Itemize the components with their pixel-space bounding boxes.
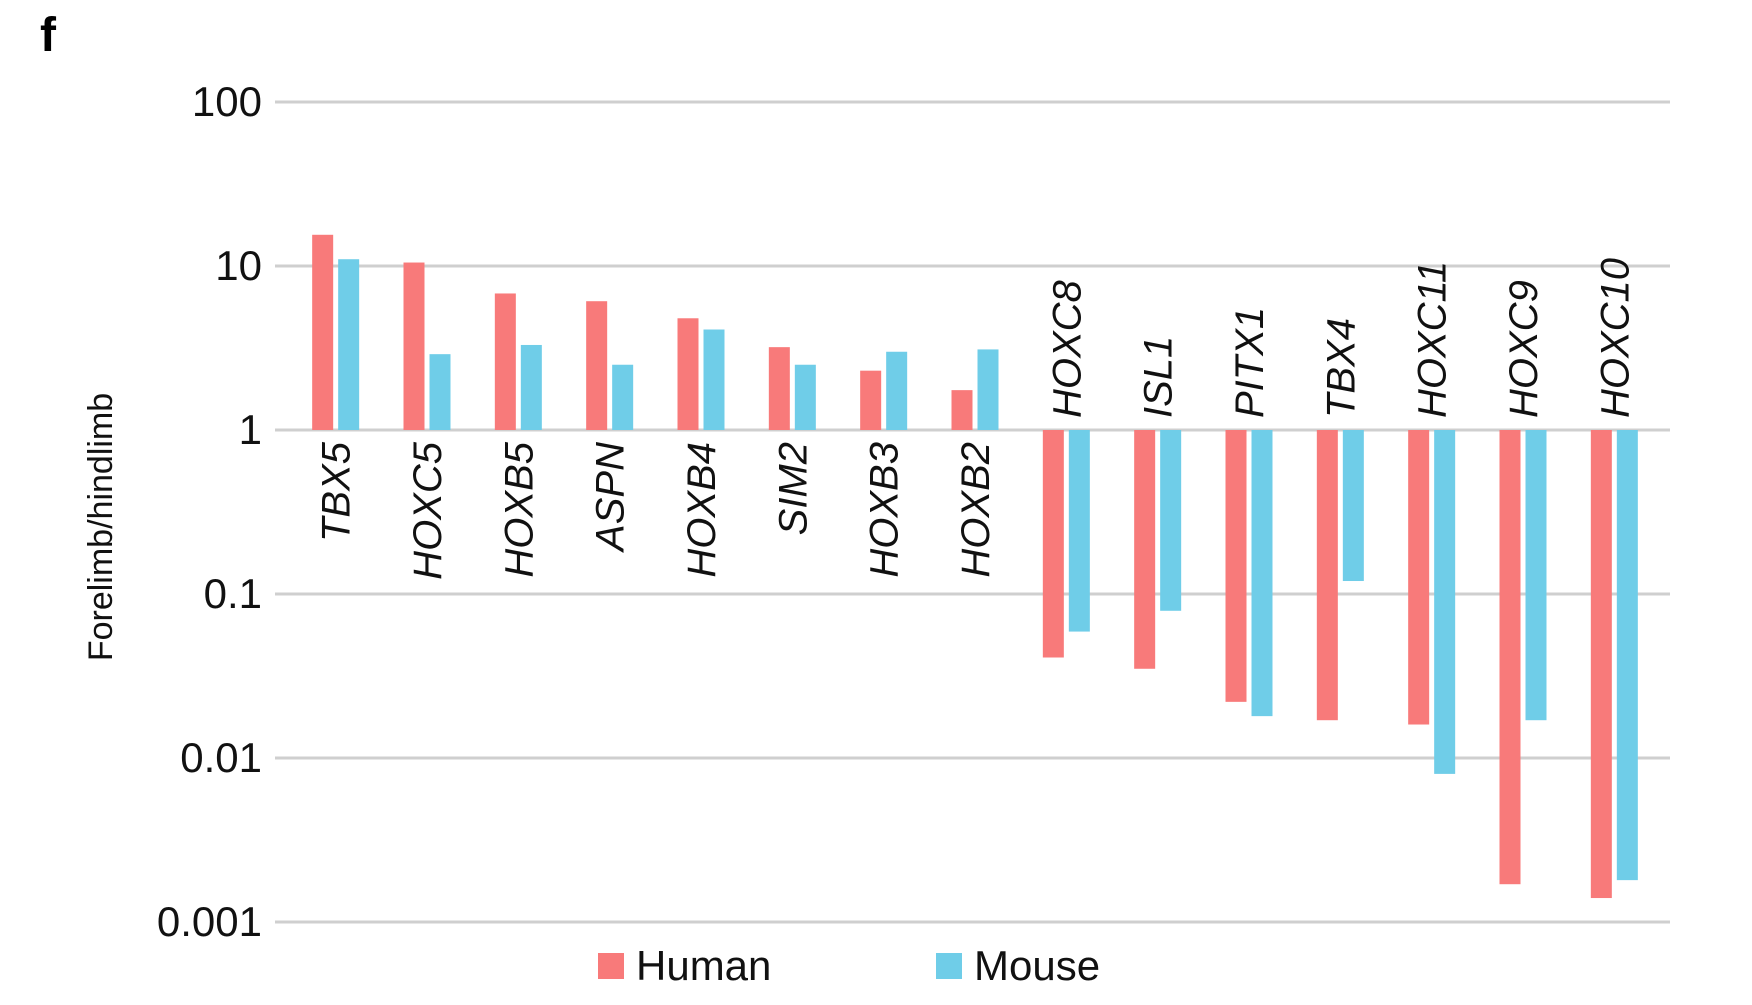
bar-human-hoxb3 <box>860 370 882 430</box>
bar-human-isl1 <box>1134 430 1156 669</box>
bar-human-pitx1 <box>1225 430 1247 702</box>
bar-human-aspn <box>586 301 608 430</box>
bar-mouse-hoxb3 <box>886 351 908 430</box>
category-label: HOXC8 <box>1045 279 1089 418</box>
bars <box>312 234 1638 899</box>
bar-mouse-hoxb4 <box>703 329 725 430</box>
bar-mouse-tbx4 <box>1342 430 1364 582</box>
bar-human-hoxb4 <box>677 318 699 430</box>
category-label: HOXB5 <box>497 441 541 577</box>
bar-human-hoxc9 <box>1499 430 1521 885</box>
legend-label-mouse: Mouse <box>974 942 1100 989</box>
legend-label-human: Human <box>636 942 771 989</box>
bar-mouse-isl1 <box>1160 430 1182 611</box>
bar-human-hoxc5 <box>403 262 425 430</box>
bar-mouse-hoxc5 <box>429 354 451 430</box>
bar-mouse-hoxb2 <box>977 349 999 430</box>
category-label: TBX4 <box>1319 318 1363 418</box>
bar-human-hoxb2 <box>951 390 973 430</box>
y-tick-label: 0.01 <box>180 734 262 781</box>
bar-mouse-sim2 <box>794 364 816 430</box>
bar-mouse-tbx5 <box>338 259 360 430</box>
legend-swatch-human <box>598 953 624 979</box>
bar-human-hoxc10 <box>1590 430 1612 899</box>
category-labels: TBX5 HOXC5 HOXB5 ASPN HOXB4 SIM2 HOXB3 HOXB2 HOX… <box>315 258 1638 580</box>
bar-mouse-pitx1 <box>1251 430 1273 717</box>
category-label: HOXC11 <box>1411 261 1455 418</box>
category-label: HOXC9 <box>1502 280 1546 418</box>
y-tick-label: 1 <box>239 406 262 453</box>
category-label: HOXB4 <box>680 442 724 578</box>
bar-human-tbx5 <box>312 234 334 430</box>
bar-mouse-hoxc9 <box>1525 430 1547 721</box>
y-tick-label: 100 <box>192 78 262 125</box>
panel-letter: f <box>40 9 56 62</box>
bar-mouse-hoxb5 <box>520 344 542 430</box>
legend: Human Mouse <box>598 942 1100 989</box>
bar-mouse-hoxc8 <box>1068 430 1090 632</box>
y-tick-label: 0.001 <box>157 898 262 945</box>
category-label: ISL1 <box>1137 336 1181 418</box>
y-tick-label: 0.1 <box>204 570 262 617</box>
bar-human-tbx4 <box>1316 430 1338 721</box>
category-label: ASPN <box>589 442 633 553</box>
category-label: HOXB2 <box>954 442 998 578</box>
legend-swatch-mouse <box>936 953 962 979</box>
category-label: PITX1 <box>1228 307 1272 418</box>
bar-mouse-hoxc10 <box>1616 430 1638 881</box>
category-label: HOXC5 <box>406 441 450 580</box>
bar-human-hoxb5 <box>494 293 516 430</box>
y-tick-label: 10 <box>215 242 262 289</box>
category-label: SIM2 <box>771 442 815 535</box>
category-label: HOXC10 <box>1593 258 1637 418</box>
y-axis-label: Forelimb/hindlimb <box>82 393 120 661</box>
bar-human-hoxc8 <box>1042 430 1064 658</box>
bar-human-sim2 <box>768 347 790 430</box>
bar-mouse-aspn <box>612 364 634 430</box>
y-axis-ticks: 100 10 1 0.1 0.01 0.001 <box>157 78 262 945</box>
bar-human-hoxc11 <box>1408 430 1430 725</box>
category-label: HOXB3 <box>863 442 907 578</box>
category-label: TBX5 <box>315 441 359 542</box>
bar-mouse-hoxc11 <box>1434 430 1456 774</box>
